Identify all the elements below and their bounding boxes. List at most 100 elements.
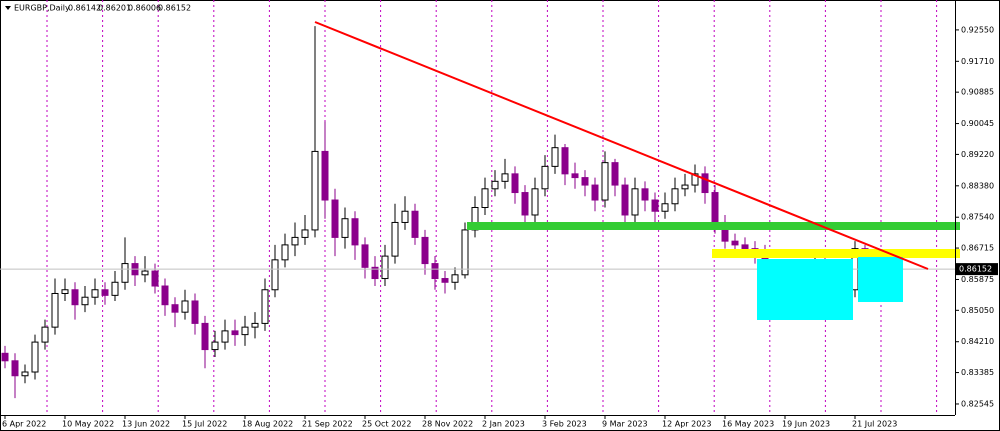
candle-body	[461, 229, 469, 276]
y-tick-label: 0.92550	[961, 25, 994, 34]
candle-body	[561, 147, 569, 175]
header-open: 0.86142	[68, 4, 101, 13]
candle-body	[551, 147, 559, 167]
candle-body	[101, 289, 109, 296]
candle-body	[141, 270, 149, 276]
x-tick-label: 28 Nov 2022	[422, 420, 473, 429]
y-tick-label: 0.90045	[961, 119, 994, 128]
candle-body	[221, 330, 229, 343]
candle-body	[381, 255, 389, 280]
candle-body	[151, 270, 159, 287]
candle-body	[111, 281, 119, 296]
candle-body	[61, 289, 69, 294]
price-tag	[956, 263, 998, 276]
candle-body	[181, 300, 189, 313]
candle-body	[581, 177, 589, 186]
candle-body	[541, 165, 549, 190]
candle-body	[531, 188, 539, 216]
candle-body	[261, 289, 269, 324]
candle-body	[201, 322, 209, 351]
candle-body	[331, 199, 339, 238]
candle-body	[711, 192, 719, 223]
candle-body	[441, 278, 449, 283]
candle-body	[451, 274, 459, 283]
header-close: 0.86152	[158, 4, 191, 13]
drawings	[314, 21, 960, 320]
y-tick-label: 0.85050	[961, 306, 994, 315]
candle-body	[171, 304, 179, 313]
header-low: 0.86006	[128, 4, 161, 13]
symbol: EURGBP,Daily	[14, 4, 70, 13]
y-tick-label: 0.90885	[961, 88, 994, 97]
candle-body	[281, 244, 289, 261]
candle-body	[741, 244, 749, 250]
y-tick-label: 0.84210	[961, 337, 994, 346]
pattern-box	[757, 259, 812, 320]
menu-arrow[interactable]	[5, 6, 11, 10]
candle-body	[401, 210, 409, 223]
y-tick-label: 0.86715	[961, 244, 994, 253]
candle-body	[301, 229, 309, 238]
y-tick-label: 0.83385	[961, 368, 994, 377]
candle-body	[651, 199, 659, 212]
candle-body	[701, 173, 709, 194]
candle-body	[291, 236, 299, 246]
candle-body	[731, 240, 739, 246]
x-tick-label: 18 Aug 2022	[242, 420, 293, 429]
x-tick-label: 12 Apr 2023	[662, 420, 711, 429]
x-tick-label: 15 Jul 2022	[182, 420, 227, 429]
candle-body	[641, 188, 649, 201]
x-tick-label: 10 May 2022	[62, 420, 114, 429]
y-tick-label: 0.82545	[961, 399, 994, 408]
x-tick-label: 2 Jan 2023	[482, 420, 525, 429]
candle-body	[361, 244, 369, 268]
candle-body	[211, 341, 219, 351]
y-tick-label: 0.87540	[961, 213, 994, 222]
candle-body	[421, 236, 429, 265]
candle-body	[11, 360, 19, 377]
candle-body	[611, 162, 619, 186]
candle-body	[321, 150, 329, 201]
plot	[0, 26, 955, 399]
y-tick-label: 0.85875	[961, 275, 994, 284]
candle-body	[571, 173, 579, 179]
candle-body	[41, 326, 49, 343]
candle-body	[121, 263, 129, 283]
candle-body	[691, 173, 699, 186]
candle-body	[431, 263, 439, 280]
header: EURGBP,Daily 0.86142 0.86201 0.86006 0.8…	[5, 4, 191, 13]
x-tick-label: 19 Jun 2023	[782, 420, 830, 429]
candle-body	[71, 289, 79, 306]
candle-body	[671, 188, 679, 205]
candle-body	[511, 173, 519, 194]
x-tick-label: 6 Apr 2022	[2, 420, 46, 429]
candle-body	[481, 188, 489, 208]
candle-body	[161, 285, 169, 306]
x-tick-label: 9 Mar 2023	[602, 420, 648, 429]
candle-body	[491, 180, 499, 190]
candle-body	[391, 221, 399, 257]
candle-body	[521, 192, 529, 216]
x-tick-label: 21 Sep 2022	[302, 420, 353, 429]
support-zone	[467, 222, 960, 230]
candle-body	[631, 188, 639, 216]
candle-body	[501, 173, 509, 182]
candle-body	[351, 218, 359, 246]
candle-body	[371, 266, 379, 280]
candle-body	[681, 184, 689, 190]
x-tick-label: 25 Oct 2022	[362, 420, 411, 429]
x-tick-label: 3 Feb 2023	[542, 420, 587, 429]
candle-body	[191, 300, 199, 324]
candle-body	[591, 184, 599, 201]
x-tick-label: 13 Jun 2022	[122, 420, 170, 429]
x-tick-label: 16 May 2023	[722, 420, 774, 429]
candle-body	[601, 162, 609, 201]
trend-line	[314, 21, 929, 270]
candle-body	[271, 259, 279, 291]
candle-body	[21, 371, 29, 377]
candle-body	[661, 203, 669, 212]
